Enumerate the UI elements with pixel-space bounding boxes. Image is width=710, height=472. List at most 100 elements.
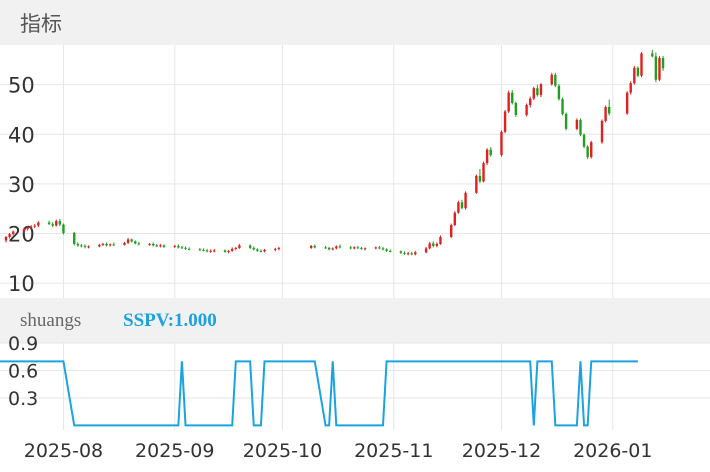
indicator-y-tick-label: 0.6 — [8, 360, 38, 382]
candle-up — [457, 202, 460, 213]
candle-up — [532, 88, 535, 99]
candle-down — [180, 247, 184, 249]
candle-up — [658, 57, 661, 80]
candle-down — [223, 250, 227, 252]
candle-up — [464, 192, 467, 209]
candle-up — [55, 221, 58, 226]
candle-down — [460, 202, 464, 209]
candle-up — [475, 175, 478, 193]
candle-up — [539, 84, 543, 96]
candle-down — [636, 67, 640, 76]
candle-up — [87, 246, 90, 248]
candle-up — [414, 252, 417, 255]
candle-up — [550, 74, 553, 85]
candle-down — [557, 85, 561, 100]
candle-down — [162, 245, 166, 247]
candle-down — [564, 113, 568, 129]
indicator-name: shuangs — [20, 310, 82, 331]
candle-down — [324, 247, 327, 249]
indicator-y-tick-label: 0.9 — [8, 333, 38, 355]
candle-up — [26, 227, 29, 230]
candle-up — [309, 245, 313, 248]
candle-up — [424, 248, 428, 253]
candle-down — [80, 245, 83, 247]
indicator-line-series — [0, 360, 638, 427]
candle-up — [37, 222, 40, 226]
candle-down — [130, 239, 133, 242]
candle-down — [202, 249, 205, 251]
candle-up — [22, 229, 26, 232]
candle-down — [586, 146, 589, 158]
candle-up — [213, 250, 216, 252]
candlestick-series — [4, 49, 665, 256]
candle-down — [58, 221, 62, 225]
candle-down — [399, 251, 403, 253]
candle-up — [101, 243, 105, 245]
candle-down — [112, 244, 115, 246]
candle-down — [187, 248, 191, 250]
candle-down — [184, 247, 187, 249]
candle-up — [525, 105, 528, 115]
candle-down — [349, 247, 352, 249]
candle-up — [363, 248, 367, 250]
candle-down — [252, 247, 255, 250]
candle-down — [205, 250, 209, 252]
candle-up — [640, 53, 643, 76]
price-y-tick-label: 10 — [8, 272, 35, 296]
x-tick-label: 2025-10 — [243, 440, 322, 462]
candle-down — [654, 56, 658, 80]
candle-up — [4, 236, 8, 241]
price-y-axis: 10 20 30 40 50 — [8, 74, 35, 296]
candle-down — [76, 243, 80, 246]
candle-up — [335, 246, 338, 249]
candle-up — [230, 248, 234, 251]
candle-down — [198, 249, 202, 251]
candle-up — [33, 225, 36, 227]
candle-up — [450, 225, 453, 237]
x-tick-label: 2025-12 — [462, 440, 541, 462]
candle-down — [432, 243, 435, 246]
candle-down — [385, 249, 388, 251]
candle-up — [406, 253, 410, 255]
candle-down — [134, 241, 137, 244]
candle-up — [234, 247, 237, 249]
candle-down — [403, 252, 406, 254]
candle-down — [327, 247, 331, 250]
candle-up — [575, 119, 579, 129]
candle-down — [248, 245, 252, 248]
candle-down — [579, 119, 582, 135]
candle-down — [489, 149, 492, 156]
candle-down — [554, 74, 557, 86]
candle-down — [661, 57, 665, 69]
candle-up — [629, 83, 632, 93]
candle-up — [29, 226, 33, 228]
candle-up — [590, 142, 593, 158]
candle-up — [353, 247, 356, 249]
candle-up — [263, 249, 266, 252]
price-grid — [0, 45, 710, 298]
candle-up — [277, 247, 281, 249]
candle-down — [259, 250, 263, 252]
candle-up — [98, 244, 101, 247]
candle-down — [410, 253, 413, 255]
candle-down — [177, 245, 180, 248]
candle-up — [600, 120, 604, 143]
candle-down — [47, 222, 51, 225]
price-y-tick-label: 40 — [8, 123, 35, 147]
indicator-y-tick-label: 0.3 — [8, 388, 38, 410]
candle-down — [381, 248, 385, 250]
candle-up — [148, 243, 151, 245]
candle-up — [507, 92, 510, 112]
candle-down — [651, 53, 654, 57]
candle-down — [536, 88, 539, 96]
candle-up — [439, 236, 442, 244]
candle-up — [209, 250, 212, 252]
candle-up — [11, 231, 15, 235]
candle-down — [511, 92, 514, 104]
candle-up — [227, 250, 230, 252]
candle-down — [51, 224, 54, 226]
candle-down — [582, 134, 586, 147]
candle-up — [500, 131, 503, 156]
candle-down — [561, 99, 564, 114]
